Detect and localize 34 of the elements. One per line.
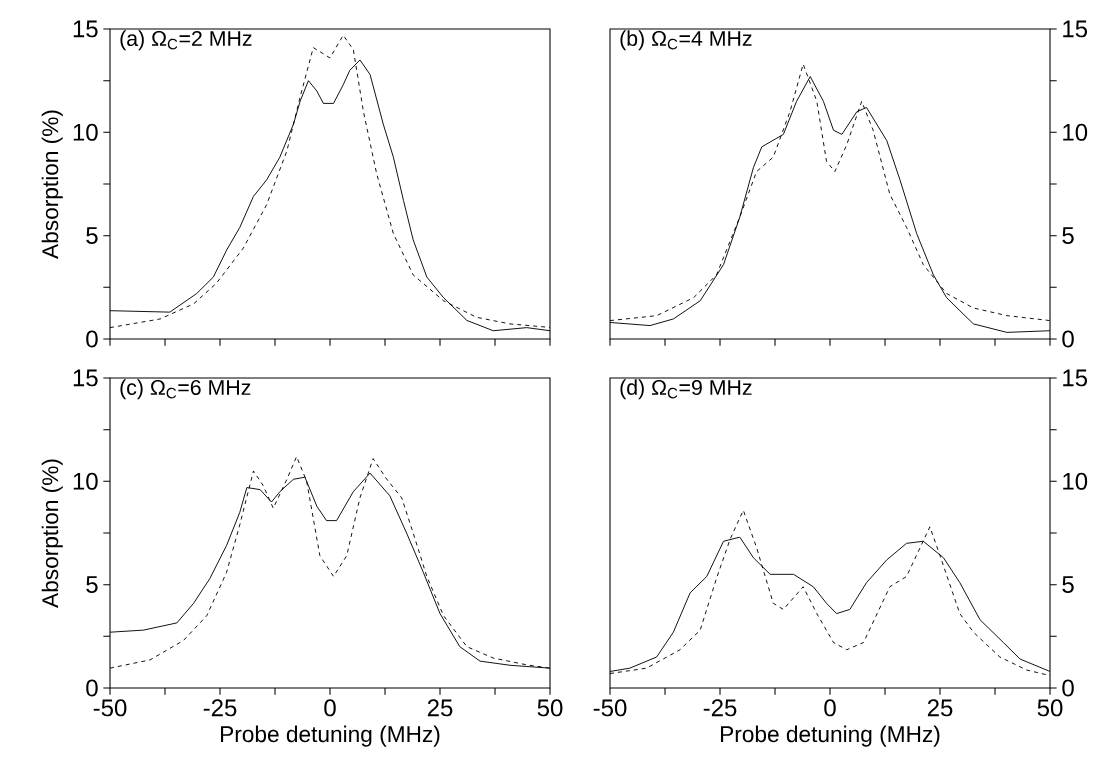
y-tick-label: 5 bbox=[1062, 576, 1074, 594]
x-tick-label: -50 bbox=[93, 699, 127, 717]
y-tick-label: 10 bbox=[73, 472, 98, 490]
chart-title: (a) Ω$_{C}$=2 MHz bbox=[120, 30, 252, 51]
y-axis-title: Absorption (%) bbox=[41, 459, 63, 608]
y-tick-label: 0 bbox=[86, 679, 98, 697]
y-tick-label: 10 bbox=[1063, 472, 1088, 490]
y-tick-label: 15 bbox=[1063, 20, 1088, 38]
y-tick-label: 0 bbox=[86, 330, 98, 348]
y-tick-label: 5 bbox=[86, 576, 98, 594]
y-tick-label: 0 bbox=[1062, 679, 1074, 697]
y-tick-label: 5 bbox=[1062, 227, 1074, 245]
x-tick-label: 0 bbox=[824, 699, 836, 717]
y-tick-label: 15 bbox=[1063, 369, 1088, 387]
y-tick-label: 10 bbox=[73, 123, 98, 141]
y-tick-label: 5 bbox=[86, 227, 98, 245]
x-tick-label: 25 bbox=[427, 699, 453, 717]
y-tick-label: 15 bbox=[73, 369, 98, 387]
x-tick-label: 50 bbox=[537, 699, 563, 717]
x-axis-title: Probe detuning (MHz) bbox=[221, 725, 440, 747]
x-tick-label: -25 bbox=[203, 699, 237, 717]
y-axis-title: Absorption (%) bbox=[41, 110, 63, 259]
y-tick-label: 0 bbox=[1062, 330, 1074, 348]
x-tick-label: 50 bbox=[1037, 699, 1063, 717]
y-tick-label: 15 bbox=[73, 20, 98, 38]
chart-title: (d) Ω$_{C}$=9 MHz bbox=[620, 379, 752, 400]
x-tick-label: -50 bbox=[593, 699, 627, 717]
x-tick-label: -25 bbox=[703, 699, 737, 717]
x-tick-label: 25 bbox=[927, 699, 953, 717]
x-tick-label: 0 bbox=[324, 699, 336, 717]
chart-title: (c) Ω$_{C}$=6 MHz bbox=[120, 379, 251, 400]
x-axis-title: Probe detuning (MHz) bbox=[721, 725, 940, 747]
chart-title: (b) Ω$_{C}$=4 MHz bbox=[620, 30, 752, 51]
y-tick-label: 10 bbox=[1063, 123, 1088, 141]
